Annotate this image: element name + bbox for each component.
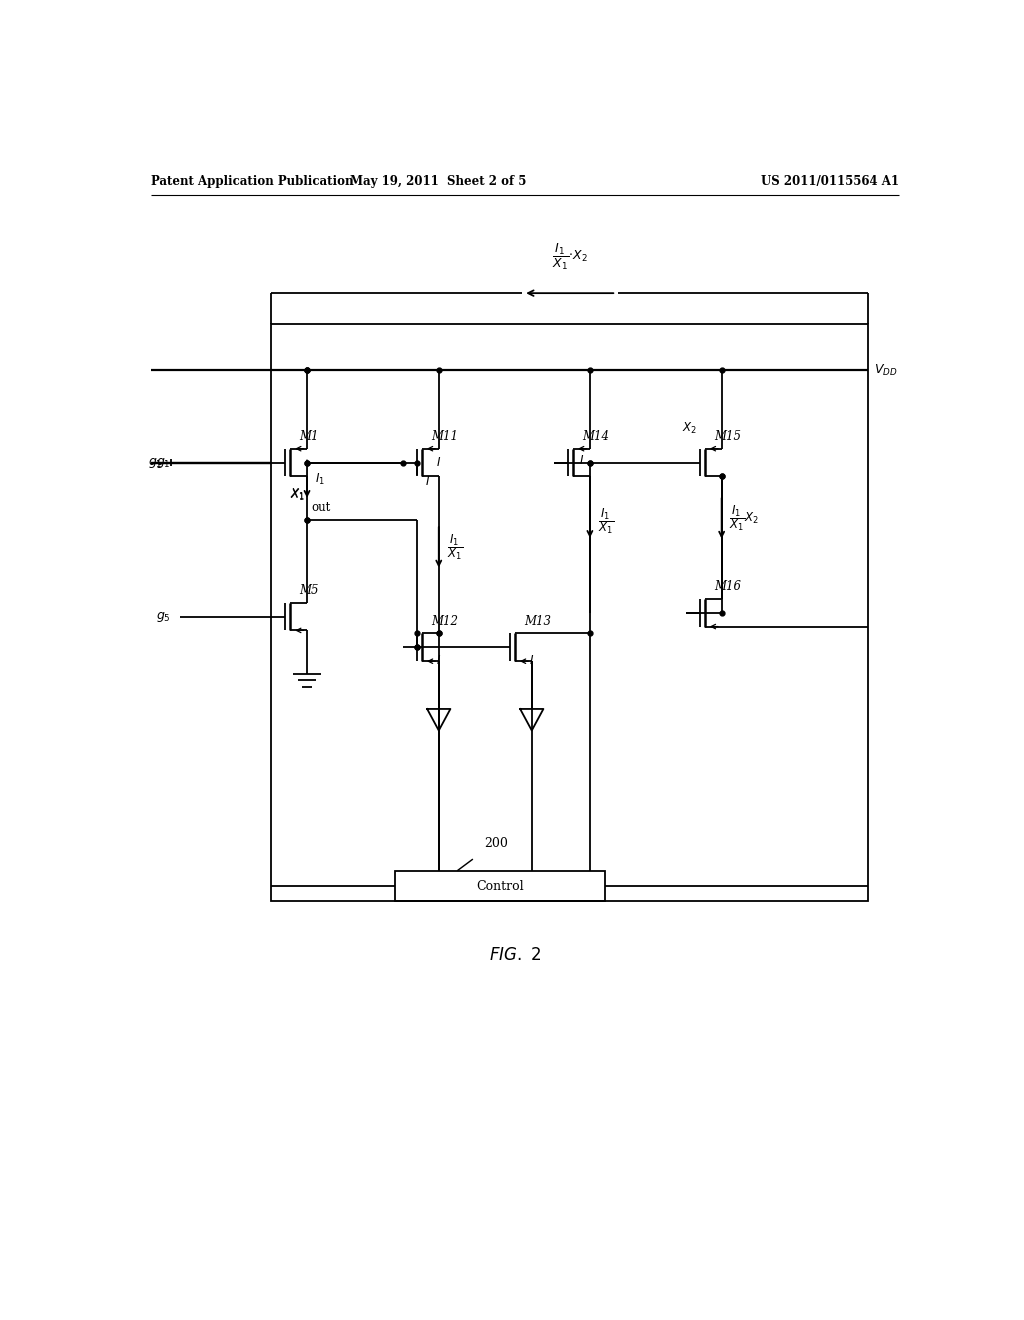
Text: Patent Application Publication: Patent Application Publication [152, 176, 353, 189]
Bar [271, 323, 868, 902]
Text: $\dfrac{I_1}{X_1}$: $\dfrac{I_1}{X_1}$ [446, 532, 463, 562]
Text: $g_1$: $g_1$ [148, 455, 163, 470]
Text: out: out [311, 502, 330, 515]
Text: $I$: $I$ [529, 653, 535, 667]
Text: M15: M15 [714, 430, 741, 444]
Text: $I$: $I$ [579, 454, 584, 467]
Text: $X_2$: $X_2$ [682, 421, 697, 436]
Text: $X_1$: $X_1$ [291, 488, 305, 503]
Text: 200: 200 [484, 837, 508, 850]
Text: May 19, 2011  Sheet 2 of 5: May 19, 2011 Sheet 2 of 5 [350, 176, 526, 189]
Text: $I$: $I$ [436, 455, 441, 469]
Text: $I$: $I$ [436, 653, 441, 667]
Text: $I$: $I$ [425, 475, 430, 488]
Text: $V_{DD}$: $V_{DD}$ [874, 363, 898, 378]
Text: $g_1$: $g_1$ [156, 455, 171, 470]
Text: M5: M5 [299, 585, 318, 598]
Text: M13: M13 [524, 615, 551, 628]
Text: M11: M11 [431, 430, 458, 444]
Text: $\dfrac{I_1}{X_1}{\cdot}X_2$: $\dfrac{I_1}{X_1}{\cdot}X_2$ [552, 243, 588, 272]
Text: M16: M16 [714, 581, 741, 594]
Text: $\dfrac{I_1}{X_1}X_2$: $\dfrac{I_1}{X_1}X_2$ [729, 503, 760, 533]
Text: $X_1$: $X_1$ [290, 487, 305, 502]
Text: Control: Control [476, 879, 524, 892]
Text: US 2011/0115564 A1: US 2011/0115564 A1 [761, 176, 899, 189]
Text: $FIG.\ 2$: $FIG.\ 2$ [489, 946, 542, 964]
Bar [395, 871, 604, 902]
Text: M1: M1 [299, 430, 318, 444]
Text: M12: M12 [431, 615, 458, 628]
Text: $\dfrac{I_1}{X_1}$: $\dfrac{I_1}{X_1}$ [598, 507, 613, 536]
Text: $I_1$: $I_1$ [314, 471, 325, 487]
Text: M14: M14 [583, 430, 609, 444]
Text: $g_5$: $g_5$ [156, 610, 171, 623]
